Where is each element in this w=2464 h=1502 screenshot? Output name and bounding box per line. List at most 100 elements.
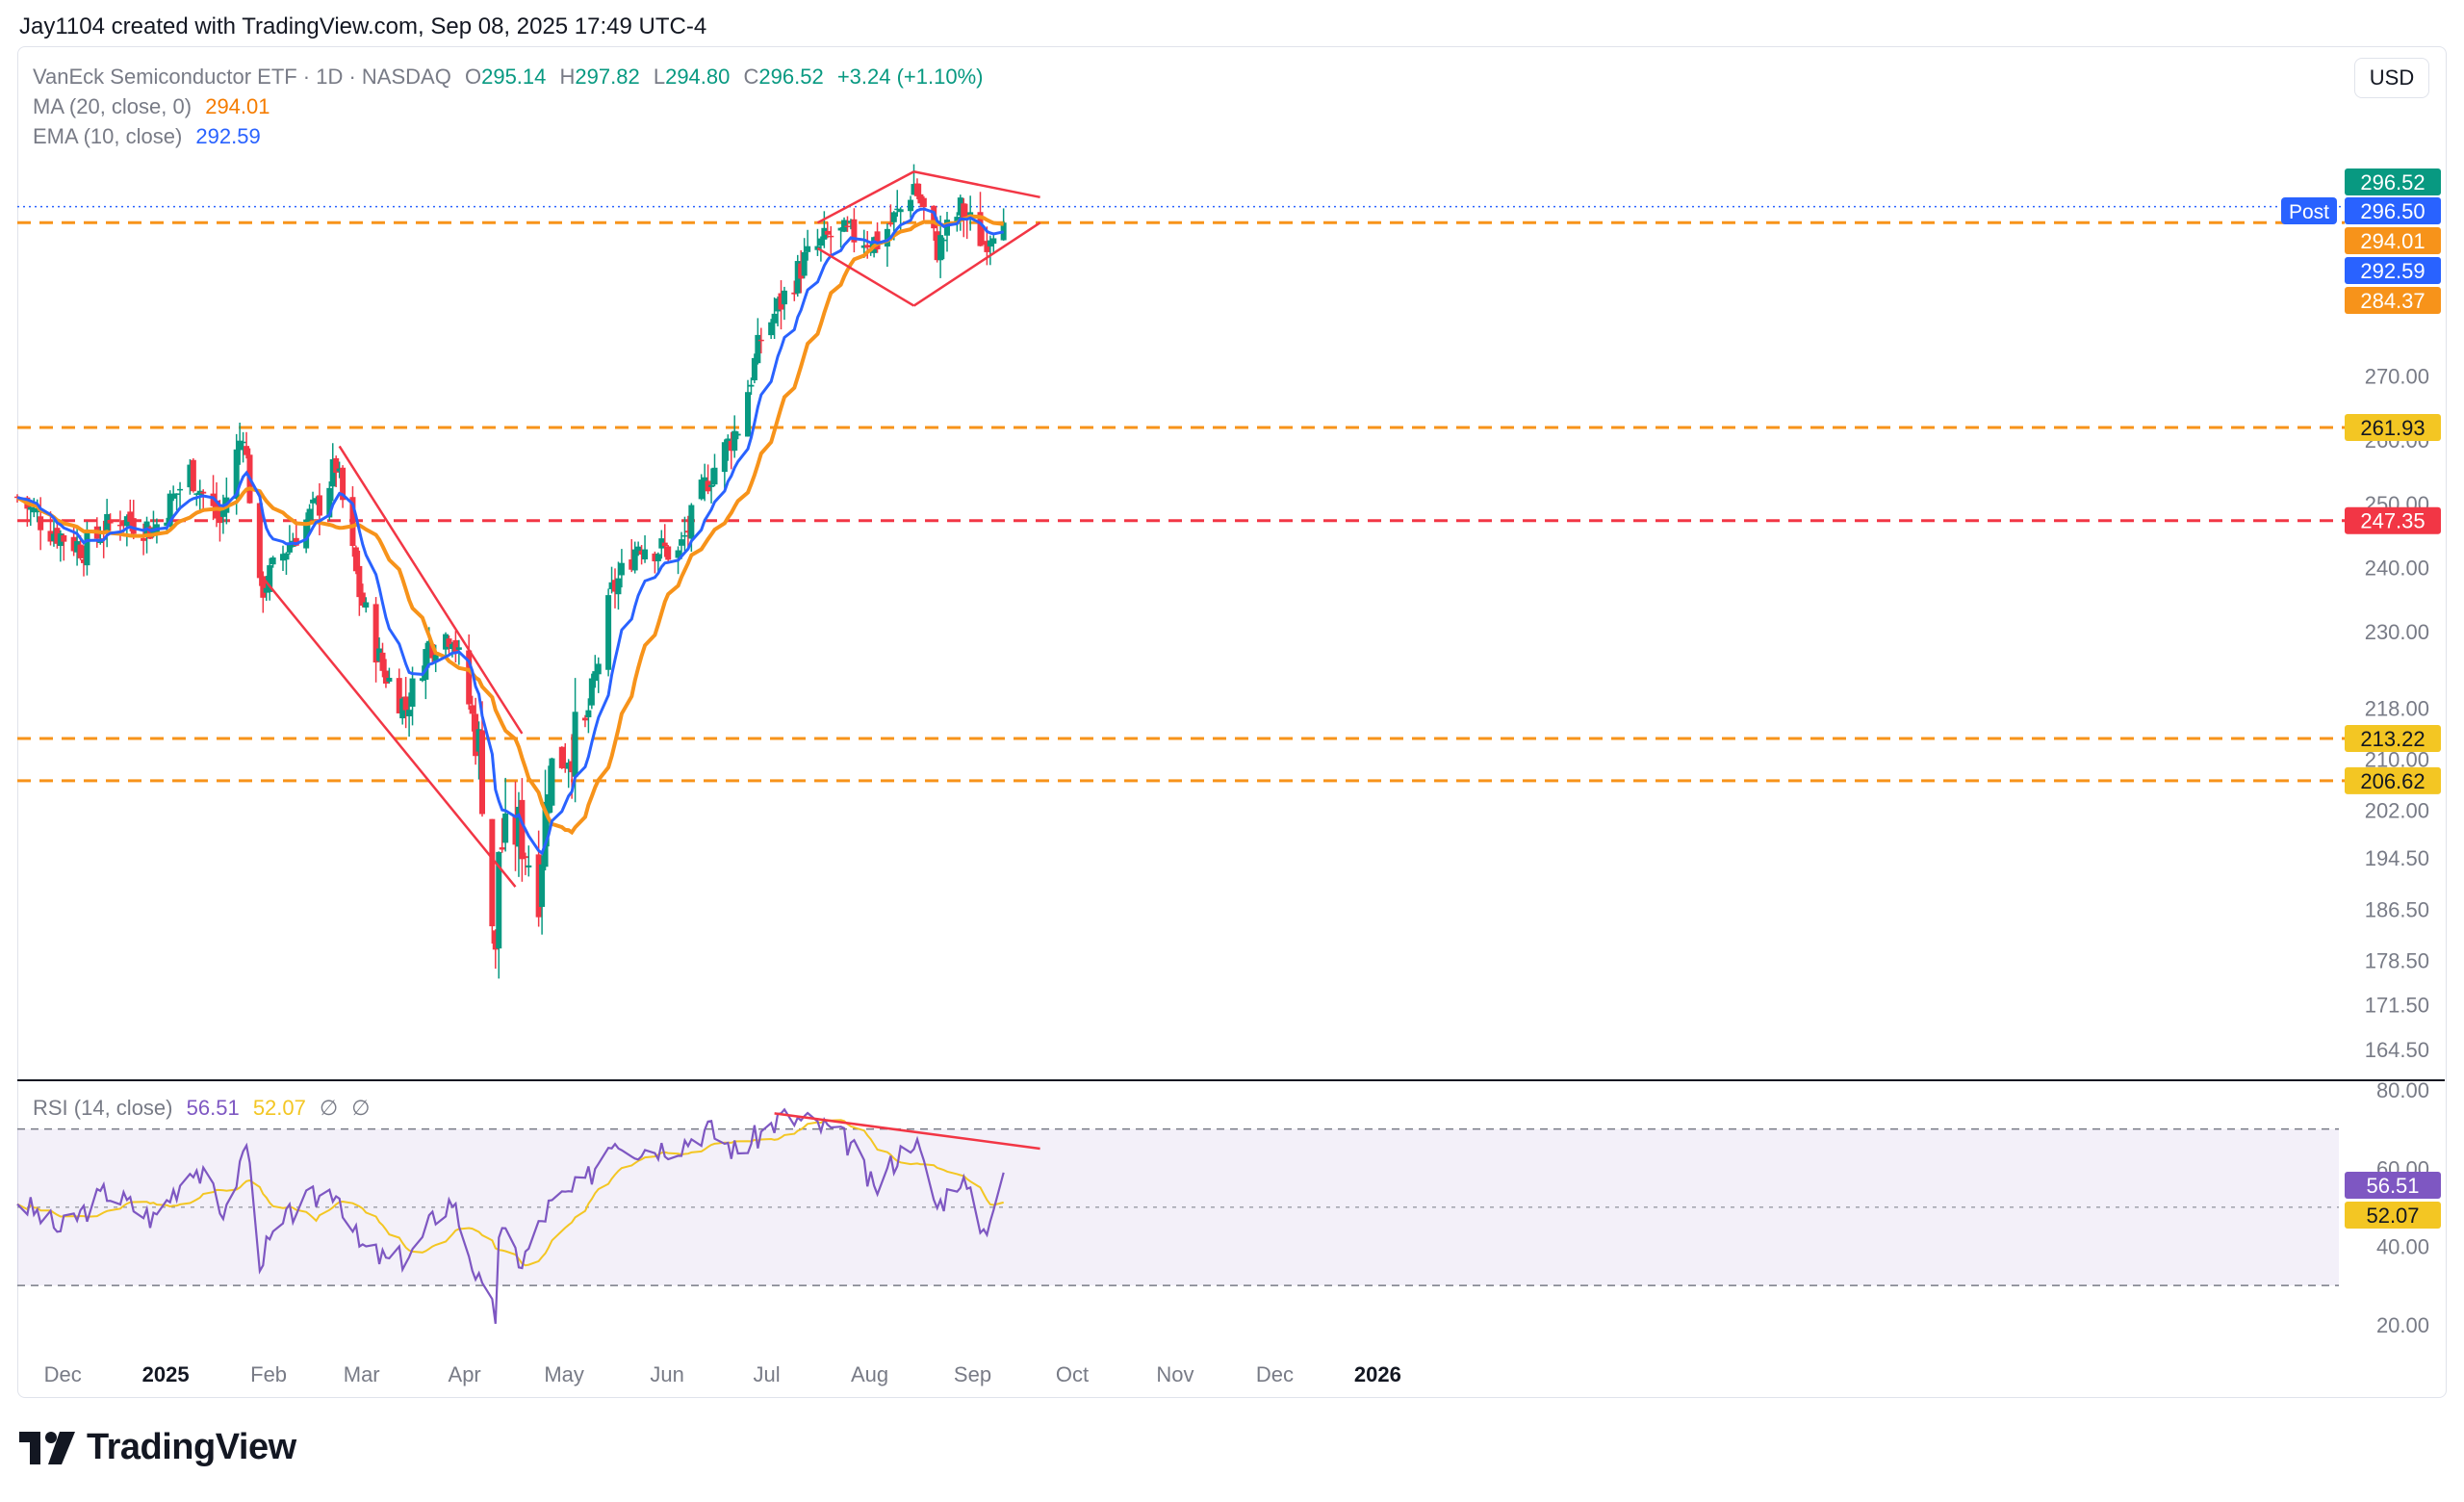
candle-body (542, 801, 549, 868)
candle-body (515, 806, 522, 847)
tradingview-logo[interactable]: TradingView (19, 1427, 296, 1468)
candle-body (306, 508, 313, 520)
candle-body (654, 554, 661, 561)
candle-body (293, 537, 299, 546)
time-axis-label-6: Jun (650, 1362, 683, 1386)
candle-body (665, 546, 672, 560)
candle-body (127, 511, 134, 522)
candle-body (791, 292, 798, 295)
candle-body (705, 480, 711, 492)
ma-label: MA (20, close, 0) (33, 94, 192, 118)
candle-body (874, 231, 881, 249)
candle-body (990, 238, 997, 245)
candle-body (31, 507, 38, 513)
price-axis-tick-8: 202.00 (2365, 798, 2429, 822)
candle-body (336, 468, 343, 472)
ma-legend-row[interactable]: MA (20, close, 0) 294.01 (33, 91, 983, 121)
trendline-5 (912, 221, 1041, 307)
price-axis-tick-6: 218.00 (2365, 696, 2429, 720)
candle-body (562, 766, 569, 768)
candle-body (794, 261, 801, 294)
candle-body (778, 293, 784, 310)
candle-body (47, 531, 54, 542)
candle-body (419, 678, 425, 681)
currency-button[interactable]: USD (2354, 58, 2429, 98)
candle-body (187, 464, 193, 488)
candle-body (473, 713, 479, 757)
candle-body (980, 241, 987, 244)
candle-body (751, 357, 757, 380)
price-axis-tick-13: 164.50 (2365, 1038, 2429, 1062)
price-label-box-4 (2345, 257, 2441, 284)
candle-body (237, 440, 244, 451)
price-label-box-0 (2345, 168, 2441, 195)
change-value: +3.24 (+1.10%) (836, 65, 984, 89)
candle-body (522, 856, 528, 859)
low-label: L (653, 65, 666, 89)
candle-body (631, 549, 638, 571)
candle-body (267, 565, 273, 592)
candle-body (61, 534, 67, 542)
trendline-1 (338, 445, 524, 735)
candle-body (190, 459, 196, 492)
candle-body (585, 710, 592, 718)
candle-body (781, 290, 787, 305)
candle-body (147, 527, 153, 539)
candle-body (356, 565, 363, 598)
price-axis-tick-12: 171.50 (2365, 994, 2429, 1018)
candle-body (725, 438, 732, 449)
candle-body (805, 246, 811, 252)
candle-body (263, 587, 270, 593)
price-axis-tick-10: 186.50 (2365, 897, 2429, 921)
candle-body (954, 217, 961, 223)
ema-legend-row[interactable]: EMA (10, close) 292.59 (33, 121, 983, 151)
tradingview-logo-text: TradingView (87, 1427, 296, 1467)
rsi-legend[interactable]: RSI (14, close) 56.51 52.07 ∅ ∅ (33, 1096, 370, 1121)
candle-body (423, 649, 429, 680)
candle-body (608, 582, 615, 589)
candle-body (313, 498, 320, 501)
candle-body (605, 595, 612, 670)
tradingview-logo-icon (19, 1431, 75, 1464)
time-axis-label-0: Dec (44, 1362, 82, 1386)
chart-frame (17, 46, 2447, 1398)
time-axis-label-13: 2026 (1354, 1362, 1401, 1386)
price-chart-svg[interactable]: 300.00270.00260.00250.00240.00230.00218.… (0, 0, 2464, 1406)
candle-body (104, 513, 111, 534)
candle-body (931, 205, 937, 229)
candle-body (372, 604, 379, 663)
candle-body (884, 228, 890, 247)
price-label-box-8 (2345, 725, 2441, 753)
candle-body (748, 384, 755, 387)
candle-body (280, 554, 286, 561)
candle-body (352, 547, 359, 572)
rsi-value-box-text: 56.51 (2366, 1174, 2419, 1198)
time-axis-label-11: Nov (1156, 1362, 1194, 1386)
ema-label: EMA (10, close) (33, 124, 183, 148)
candle-body (270, 557, 276, 565)
time-axis-label-9: Sep (954, 1362, 991, 1386)
candle-body (526, 865, 532, 868)
rsi-axis-tick-3: 20.00 (2376, 1313, 2429, 1337)
candle-body (681, 534, 688, 537)
candle-body (170, 493, 177, 499)
candle-body (123, 516, 130, 527)
candle-body (708, 484, 715, 487)
candle-body (768, 322, 775, 336)
price-label-box-9 (2345, 766, 2441, 794)
candle-body (376, 648, 383, 661)
legend-title-row: VanEck Semiconductor ETF · 1D · NASDAQ O… (33, 62, 983, 91)
candle-body (50, 533, 57, 541)
candle-body (890, 212, 897, 222)
close-label: C (743, 65, 759, 89)
candle-body (329, 459, 336, 487)
candle-body (167, 493, 173, 528)
price-axis-tick-9: 194.50 (2365, 846, 2429, 870)
candle-body (944, 220, 950, 236)
candle-body (84, 531, 90, 566)
candle-body (588, 678, 595, 706)
high-value: 297.82 (575, 65, 640, 89)
price-label-text-9: 206.62 (2360, 769, 2425, 793)
candle-body (432, 655, 439, 661)
candle-body (244, 446, 250, 455)
